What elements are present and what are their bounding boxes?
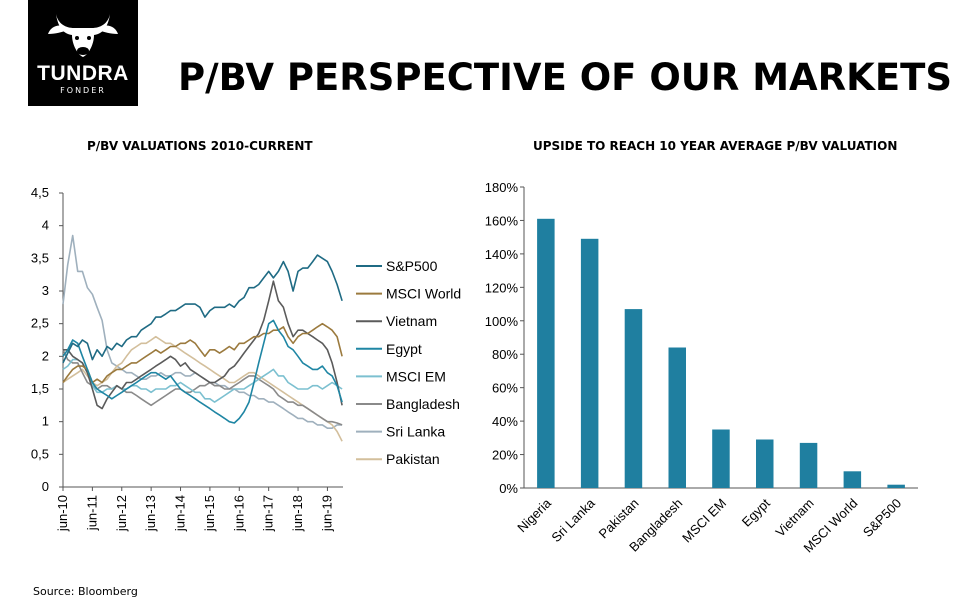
x-tick-label: jun-11	[84, 495, 99, 531]
y-tick-label: 2	[42, 348, 49, 363]
line-chart-title: P/BV VALUATIONS 2010-CURRENT	[87, 139, 313, 153]
bar-y-tick-label: 60%	[492, 381, 518, 396]
y-tick-label: 1	[42, 414, 49, 429]
bar-y-tick-label: 160%	[485, 213, 519, 228]
bar-category-label: Nigeria	[514, 495, 554, 535]
bar-category-label: MSCI EM	[679, 496, 729, 546]
x-tick-label: jun-13	[143, 495, 158, 532]
bar-nigeria	[537, 218, 555, 489]
y-tick-label: 4,5	[31, 185, 49, 200]
logo-text: TUNDRA	[37, 62, 129, 85]
legend-label-egypt: Egypt	[386, 341, 422, 357]
bar-y-tick-label: 140%	[485, 247, 519, 262]
series-line-msci-world	[62, 322, 343, 384]
legend-label-msci-em: MSCI EM	[386, 368, 446, 384]
bar-pakistan	[624, 309, 643, 488]
bar-category-label: Egypt	[739, 495, 773, 529]
series-line-vietnam	[63, 280, 343, 410]
series-line-msci-em	[62, 358, 343, 403]
x-tick-label: jun-17	[261, 495, 276, 532]
bar-category-label: Sri Lanka	[548, 495, 598, 545]
bar-category-label: Vietnam	[773, 496, 817, 540]
y-tick-label: 2,5	[31, 316, 49, 331]
bar-y-tick-label: 40%	[492, 414, 518, 429]
series-line-bangladesh	[62, 349, 343, 426]
x-tick-label: jun-16	[231, 495, 246, 532]
bar-egypt	[756, 439, 774, 488]
tundra-logo: TUNDRA FONDER	[28, 0, 138, 106]
bar-vietnam	[799, 442, 818, 488]
legend-label-msci-world: MSCI World	[386, 286, 461, 302]
x-tick-label: jun-19	[319, 495, 334, 532]
bar-bangladesh	[668, 347, 686, 488]
bar-y-tick-label: 20%	[492, 448, 518, 463]
page-title: P/BV PERSPECTIVE OF OUR MARKETS	[178, 56, 952, 99]
logo-subtext: FONDER	[60, 86, 106, 95]
legend-label-pakistan: Pakistan	[386, 451, 440, 467]
bar-y-tick-label: 80%	[492, 347, 518, 362]
bar-chart-title: UPSIDE TO REACH 10 YEAR AVERAGE P/BV VAL…	[533, 139, 898, 153]
y-tick-label: 1,5	[31, 381, 49, 396]
bar-category-label: S&P500	[860, 496, 904, 540]
series-line-egypt	[62, 319, 343, 424]
bar-msci-world	[843, 471, 862, 488]
y-tick-label: 4	[42, 218, 49, 233]
legend-label-sri-lanka: Sri Lanka	[386, 424, 445, 440]
x-tick-label: jun-15	[202, 495, 217, 532]
bar-y-tick-label: 100%	[485, 314, 519, 329]
x-tick-label: jun-18	[290, 495, 305, 532]
series-line-s-p500	[62, 254, 343, 364]
y-tick-label: 3	[42, 283, 49, 298]
x-tick-label: jun-14	[173, 495, 188, 532]
bar-y-tick-label: 0%	[499, 481, 518, 496]
bar-s-p500	[887, 484, 905, 488]
series-line-pakistan	[62, 335, 343, 442]
bar-msci-em	[712, 429, 730, 488]
x-tick-label: jun-12	[114, 495, 129, 532]
bar-y-tick-label: 120%	[485, 280, 519, 295]
bull-head-icon	[48, 14, 118, 57]
source-note: Source: Bloomberg	[33, 585, 138, 598]
y-tick-label: 0,5	[31, 446, 49, 461]
legend-label-bangladesh: Bangladesh	[386, 396, 460, 412]
y-tick-label: 3,5	[31, 250, 49, 265]
y-tick-label: 0	[42, 479, 49, 494]
bar-y-tick-label: 180%	[485, 180, 519, 195]
x-tick-label: jun-10	[55, 495, 70, 532]
legend-label-vietnam: Vietnam	[386, 313, 437, 329]
legend-label-s-p500: S&P500	[386, 258, 438, 274]
bar-sri-lanka	[580, 238, 599, 488]
